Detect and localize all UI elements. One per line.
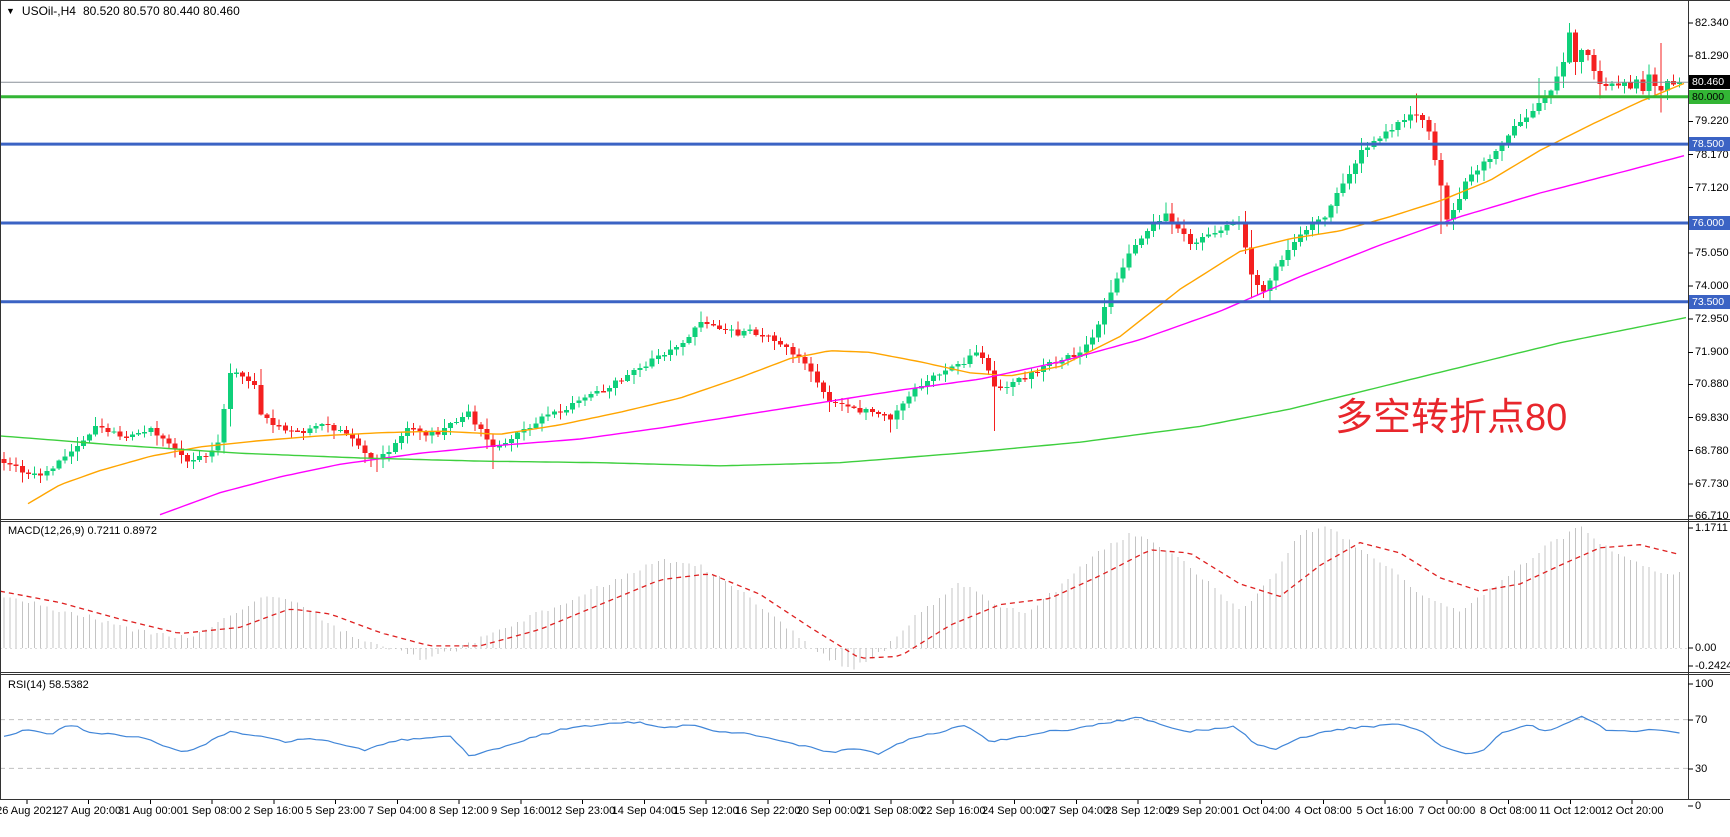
macd-axis-label: 0.00 [1695, 642, 1717, 654]
time-axis-label: 24 Sep 00:00 [981, 805, 1048, 817]
time-axis[interactable] [0, 800, 1688, 837]
time-axis-label: 7 Sep 04:00 [367, 805, 428, 817]
time-axis-label: 8 Sep 12:00 [429, 805, 489, 817]
time-axis-label: 28 Sep 12:00 [1105, 805, 1171, 817]
current-price-badge: 80.460 [1689, 75, 1730, 90]
macd-value-main: 0.7211 [87, 525, 121, 537]
symbol-title-bar: ▼ USOil-,H4 80.520 80.570 80.440 80.460 [6, 4, 240, 18]
rsi-axis-label: 100 [1695, 678, 1714, 690]
hline-price-badge: 73.500 [1689, 294, 1730, 309]
time-axis-label: 7 Oct 00:00 [1418, 805, 1476, 817]
macd-axis-label: -0.2424 [1695, 660, 1730, 672]
time-axis-label: 11 Oct 12:00 [1539, 805, 1602, 817]
time-axis-label: 5 Sep 23:00 [305, 805, 366, 817]
macd-value-signal: 0.8972 [123, 525, 158, 537]
symbol-name: USOil-,H4 [21, 4, 76, 18]
time-axis-label: 2 Sep 16:00 [244, 805, 304, 817]
macd-axis-label: 1.1711 [1695, 522, 1728, 534]
time-axis-label: 27 Aug 20:00 [56, 805, 122, 817]
time-axis-label: 12 Sep 23:00 [549, 805, 616, 817]
time-axis-label: 27 Sep 04:00 [1043, 805, 1110, 817]
time-axis-label: 22 Sep 16:00 [920, 805, 986, 817]
symbol-ohlc-values: 80.520 80.570 80.440 80.460 [82, 4, 240, 18]
rsi-label: RSI(14) [8, 679, 46, 691]
rsi-value: 58.5382 [48, 679, 89, 691]
price-axis-label: 81.290 [1695, 50, 1729, 63]
price-axis-label: 75.050 [1695, 246, 1729, 259]
rsi-axis-label: 70 [1695, 714, 1708, 726]
time-axis-label: 26 Aug 2021 [0, 805, 58, 817]
price-axis-label: 74.000 [1695, 280, 1729, 293]
time-axis-label: 1 Sep 08:00 [182, 805, 242, 817]
price-axis-label: 77.120 [1695, 181, 1729, 194]
time-axis-label: 20 Sep 00:00 [796, 805, 863, 817]
panel-separator-macd[interactable] [0, 516, 1730, 523]
rsi-axis-label: 30 [1695, 763, 1708, 775]
panel-separator-rsi[interactable] [0, 669, 1730, 676]
hline-price-badge: 78.500 [1689, 137, 1730, 152]
time-axis-label: 29 Sep 20:00 [1167, 805, 1233, 817]
price-axis-label: 70.880 [1695, 378, 1729, 391]
time-axis-label: 15 Sep 12:00 [673, 805, 739, 817]
hline-price-badge: 80.000 [1689, 89, 1730, 104]
price-axis-label: 71.900 [1695, 346, 1729, 359]
time-axis-label: 4 Oct 08:00 [1294, 805, 1352, 817]
price-axis-label: 66.710 [1695, 509, 1729, 522]
rsi-axis-label: 0 [1695, 800, 1702, 812]
price-axis[interactable] [1688, 0, 1730, 800]
price-axis-label: 78.170 [1695, 148, 1729, 161]
macd-label: MACD(12,26,9) [8, 525, 85, 537]
time-axis-label: 8 Oct 08:00 [1480, 805, 1537, 817]
price-axis-label: 68.780 [1695, 444, 1729, 457]
time-axis-label: 31 Aug 00:00 [118, 805, 183, 817]
time-axis-label: 12 Oct 20:00 [1600, 805, 1664, 817]
time-axis-label: 1 Oct 04:00 [1233, 805, 1291, 817]
time-axis-label: 16 Sep 22:00 [735, 805, 801, 817]
time-axis-label: 5 Oct 16:00 [1356, 805, 1414, 817]
time-axis-label: 21 Sep 08:00 [858, 805, 924, 817]
hline-price-badge: 76.000 [1689, 215, 1730, 230]
annotation-text[interactable]: 多空转折点80 [1335, 397, 1568, 439]
rsi-indicator-label: RSI(14) 58.5382 [8, 679, 89, 691]
price-axis-label: 79.220 [1695, 115, 1729, 128]
time-axis-label: 9 Sep 16:00 [491, 805, 551, 817]
price-axis-label: 82.340 [1695, 17, 1729, 30]
price-axis-label: 72.950 [1695, 313, 1729, 326]
price-axis-label: 69.830 [1695, 411, 1729, 424]
time-axis-label: 14 Sep 04:00 [611, 805, 678, 817]
macd-indicator-label: MACD(12,26,9) 0.7211 0.8972 [8, 525, 157, 537]
symbol-dropdown-icon[interactable]: ▼ [6, 5, 15, 16]
price-axis-label: 67.730 [1695, 477, 1729, 490]
